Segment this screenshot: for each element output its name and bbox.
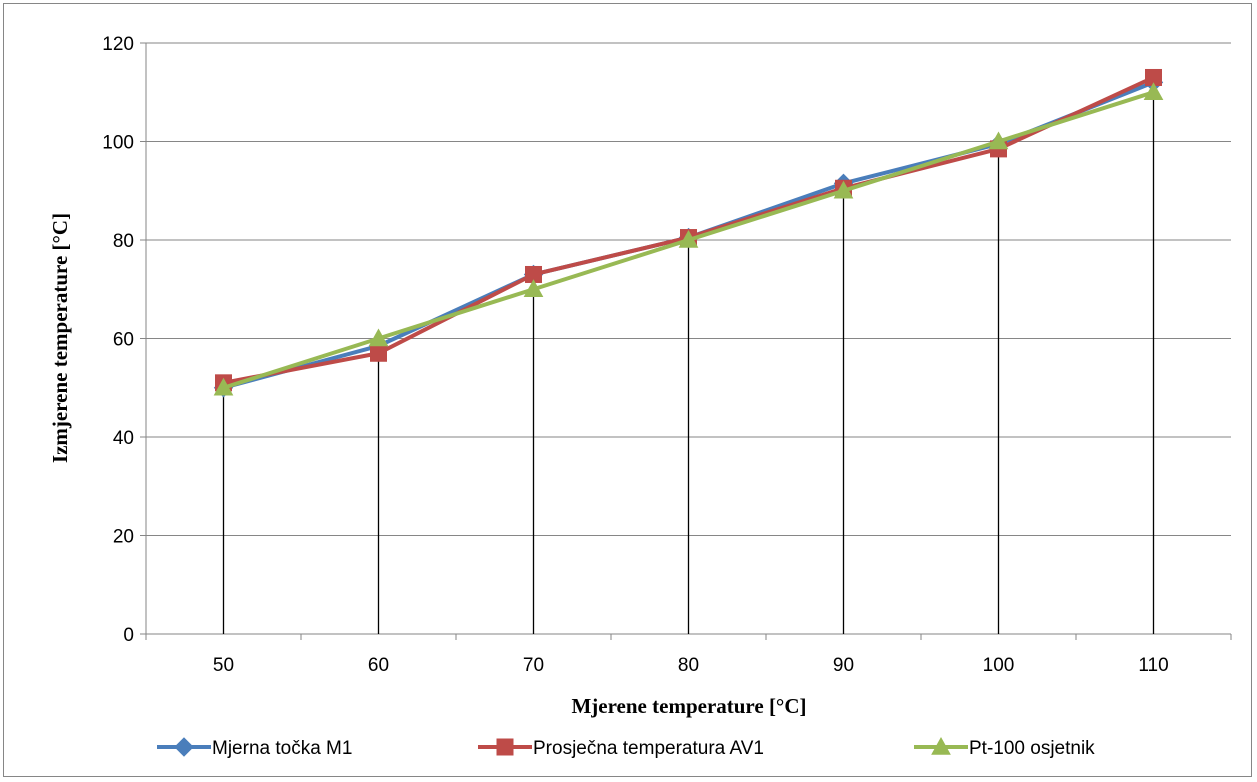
x-tick-label: 80 bbox=[678, 655, 699, 676]
gridlines bbox=[146, 42, 1231, 536]
y-tick-label: 0 bbox=[123, 625, 134, 646]
data-point-triangle bbox=[1143, 82, 1164, 100]
legend: Mjerna točka M1 Prosječna temperatura AV1… bbox=[157, 736, 1095, 759]
data-point-triangle bbox=[523, 279, 544, 297]
legend-item-1: Mjerna točka M1 bbox=[157, 737, 352, 759]
data-point-square bbox=[496, 738, 514, 756]
y-tick-label: 20 bbox=[113, 527, 134, 548]
data-point-triangle bbox=[833, 180, 854, 199]
data-point-square bbox=[370, 344, 387, 362]
tick-labels: 0 20 40 60 80 100 120 50 60 70 80 90 100 110 bbox=[102, 34, 1168, 676]
y-tick-label: 80 bbox=[113, 231, 134, 252]
data-point-triangle bbox=[988, 131, 1009, 150]
y-axis-title: Izmjerene temperature [°C] bbox=[48, 213, 72, 463]
x-tick-label: 110 bbox=[1138, 655, 1168, 676]
drop-lines bbox=[222, 77, 1155, 634]
legend-item-3: Pt-100 osjetnik bbox=[914, 736, 1095, 759]
x-tick-label: 60 bbox=[368, 655, 389, 676]
series-3 bbox=[213, 82, 1164, 396]
series-layer bbox=[213, 68, 1164, 398]
data-point-triangle bbox=[931, 736, 951, 755]
x-tick-label: 90 bbox=[833, 655, 854, 676]
x-tick-label: 100 bbox=[983, 655, 1015, 676]
x-tick-label: 50 bbox=[213, 655, 234, 676]
legend-label: Prosječna temperatura AV1 bbox=[533, 738, 764, 759]
x-tick-label: 70 bbox=[523, 655, 544, 676]
legend-item-2: Prosječna temperatura AV1 bbox=[478, 738, 764, 759]
data-point-triangle bbox=[368, 328, 389, 347]
chart-frame bbox=[3, 3, 1252, 777]
y-tick-label: 100 bbox=[102, 133, 134, 154]
data-point-diamond bbox=[174, 737, 194, 757]
x-axis-title: Mjerene temperature [°C] bbox=[571, 694, 806, 718]
legend-label: Pt-100 osjetnik bbox=[969, 738, 1095, 759]
data-point-triangle bbox=[213, 377, 234, 396]
y-tick-label: 40 bbox=[113, 428, 134, 449]
legend-label: Mjerna točka M1 bbox=[212, 738, 352, 759]
axes bbox=[140, 42, 1232, 640]
y-tick-label: 120 bbox=[102, 34, 134, 55]
data-point-triangle bbox=[678, 229, 699, 248]
y-tick-label: 60 bbox=[113, 330, 134, 351]
